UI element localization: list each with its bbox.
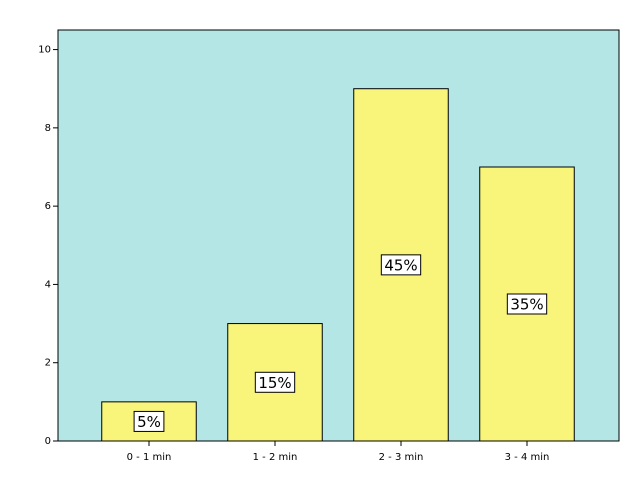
y-tick-label: 4 <box>45 279 51 290</box>
y-tick-label: 8 <box>45 123 51 134</box>
y-tick-label: 2 <box>45 358 51 369</box>
bar-label: 15% <box>258 374 291 392</box>
bar-label: 35% <box>510 296 543 314</box>
y-tick-label: 6 <box>45 201 51 212</box>
bar-label: 5% <box>137 413 161 431</box>
bar-label: 45% <box>384 256 417 274</box>
bar-label-box <box>133 410 165 432</box>
x-tick-label: 1 - 2 min <box>253 452 298 463</box>
x-tick-label: 3 - 4 min <box>505 452 550 463</box>
x-tick-label: 0 - 1 min <box>127 452 172 463</box>
bar-label-box <box>254 371 296 393</box>
bar-label-box <box>506 293 548 315</box>
x-tick-label: 2 - 3 min <box>379 452 424 463</box>
y-tick-label: 10 <box>38 45 51 56</box>
bar-label-box <box>380 254 422 276</box>
y-tick-label: 0 <box>45 436 51 447</box>
